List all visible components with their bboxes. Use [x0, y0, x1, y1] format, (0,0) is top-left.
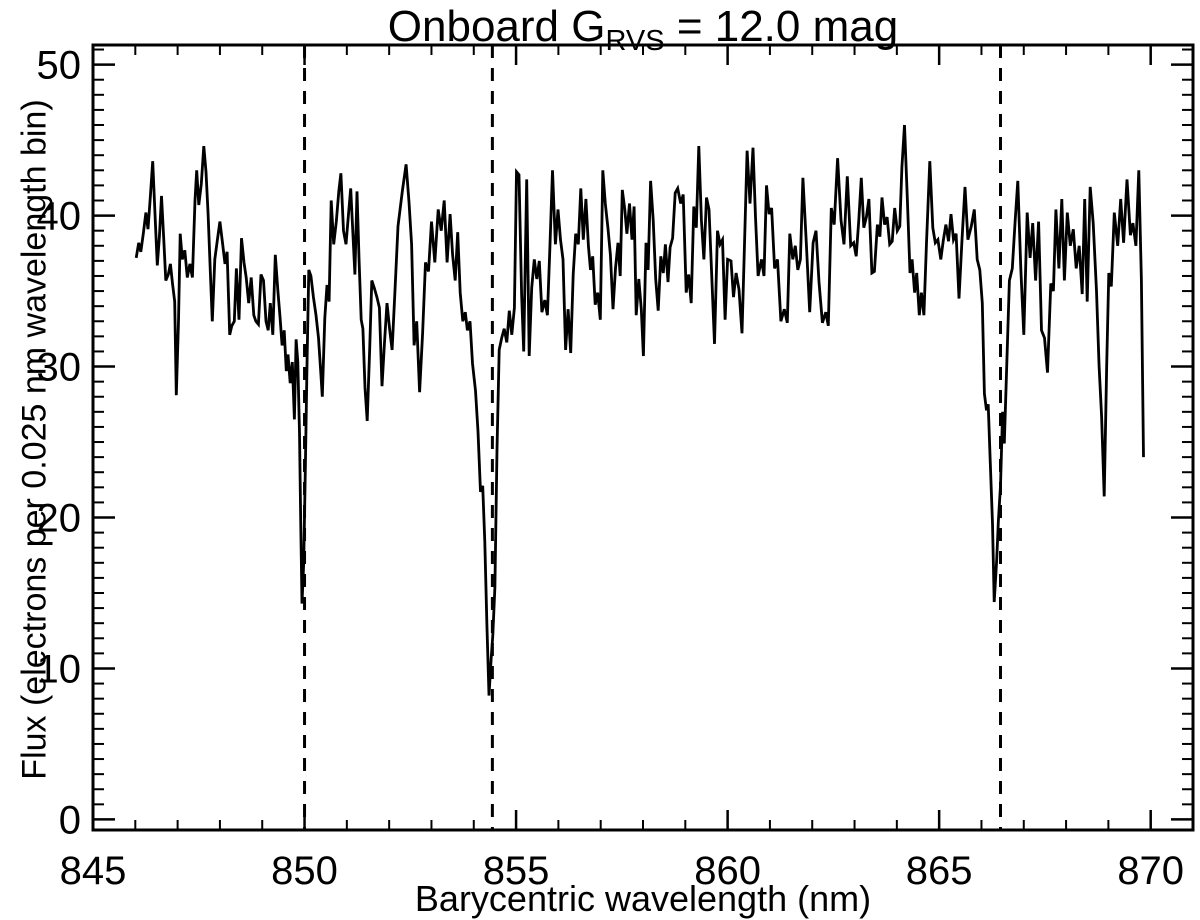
spectrum-line	[134, 124, 1145, 696]
y-tick-label: 50	[37, 44, 82, 88]
y-tick-label: 30	[37, 346, 82, 390]
x-tick-label: 855	[483, 849, 550, 893]
x-tick-label: 850	[271, 849, 338, 893]
x-tick-label: 845	[60, 849, 127, 893]
chart-title: Onboard GRVS = 12.0 mag	[93, 2, 1193, 57]
chart-title-subscript: RVS	[605, 25, 665, 57]
y-tick-label: 40	[37, 195, 82, 239]
y-tick-label: 20	[37, 497, 82, 541]
chart-title-prefix: Onboard G	[387, 2, 606, 51]
chart-title-suffix: = 12.0 mag	[664, 2, 899, 51]
y-tick-label: 0	[59, 798, 81, 842]
plot-frame	[91, 43, 1195, 832]
x-tick-label: 870	[1117, 849, 1184, 893]
y-axis-label: Flux (electrons per 0.025 nm wavelength …	[15, 99, 54, 780]
x-tick-label: 865	[906, 849, 973, 893]
x-axis-label: Barycentric wavelength (nm)	[414, 878, 872, 919]
y-tick-label: 10	[37, 647, 82, 691]
x-tick-label: 860	[694, 849, 761, 893]
